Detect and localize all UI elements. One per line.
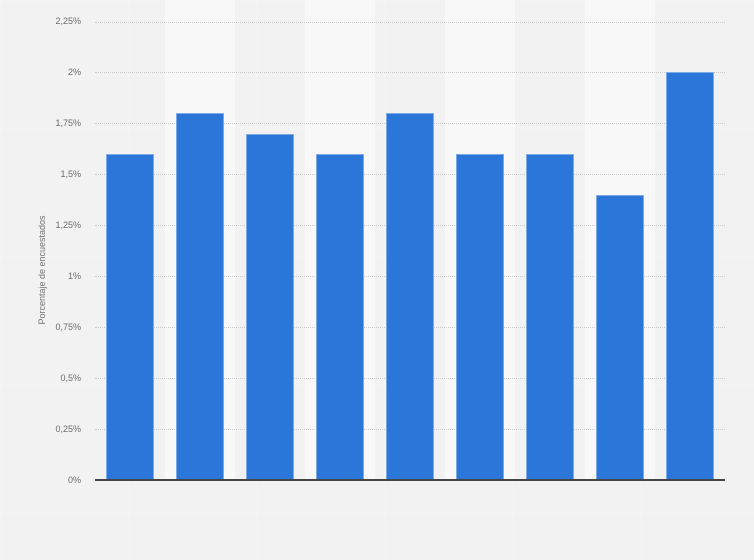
bar[interactable] [246,133,294,480]
y-tick-label: 0,75% [55,321,81,332]
bar[interactable] [666,72,714,480]
y-tick-label: 2,25% [55,16,81,26]
y-tick-label: 0% [67,474,81,485]
gridline [95,72,725,74]
bar[interactable] [386,113,434,480]
gridline [95,21,725,23]
y-tick-label: 0,5% [60,372,81,383]
bar[interactable] [596,194,644,480]
y-tick-label: 2% [67,66,81,77]
y-tick-label: 1,5% [60,168,81,179]
bar[interactable] [456,153,504,480]
bar[interactable] [106,153,154,480]
plot-area [95,0,725,480]
bar[interactable] [316,153,364,480]
bar[interactable] [176,113,224,480]
y-tick-label: 0,25% [55,423,81,434]
x-axis-line [95,479,725,481]
y-tick-label: 1% [67,270,81,281]
y-tick-label: 1,75% [55,117,81,128]
bar[interactable] [526,153,574,480]
y-tick-label: 1,25% [55,219,81,230]
